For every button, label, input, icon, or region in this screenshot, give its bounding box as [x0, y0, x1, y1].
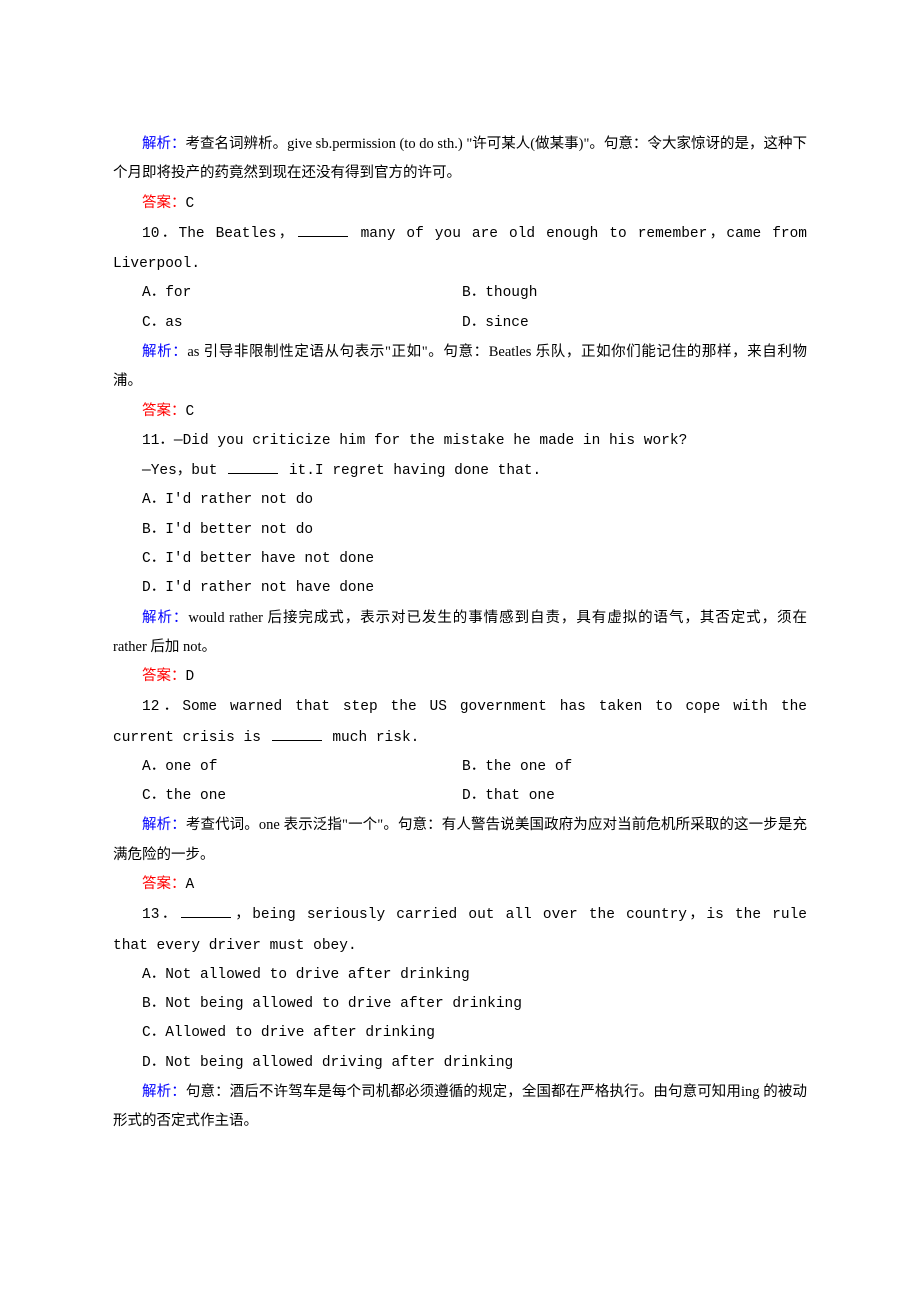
blank	[298, 221, 348, 237]
q13-opt-a: A．Not allowed to drive after drinking	[113, 961, 807, 990]
q9-answer-value: C	[186, 196, 195, 212]
q11-stem1: 11．—Did you criticize him for the mistak…	[113, 427, 807, 456]
q9-analysis: 解析：考查名词辨析。give sb.permission (to do sth.…	[113, 130, 807, 189]
q13-num: 13．	[142, 907, 179, 923]
q10-opt-c: C．as	[113, 309, 462, 338]
q9-answer: 答案：C	[113, 189, 807, 219]
q10-opt-b: B．though	[462, 279, 537, 308]
q10-analysis: 解析：as 引导非限制性定语从句表示"正如"。句意：Beatles 乐队，正如你…	[113, 338, 807, 397]
q11-opt-c: C．I'd better have not done	[113, 545, 807, 574]
q12-answer: 答案：A	[113, 870, 807, 900]
blank	[272, 725, 322, 741]
analysis-label: 解析：	[142, 817, 186, 833]
analysis-label: 解析：	[142, 344, 187, 360]
analysis-label: 解析：	[142, 136, 186, 152]
blank	[181, 903, 231, 919]
q12-opt-b: B．the one of	[462, 753, 572, 782]
q9-analysis-text: 考查名词辨析。give sb.permission (to do sth.) "…	[113, 136, 807, 181]
blank	[228, 459, 278, 475]
q10-opts-row2: C．as D．since	[113, 309, 807, 338]
q11-answer-value: D	[186, 669, 195, 685]
q13-analysis: 解析：句意：酒后不许驾车是每个司机都必须遵循的规定，全国都在严格执行。由句意可知…	[113, 1078, 807, 1137]
q10-opt-a: A．for	[113, 279, 462, 308]
q11-analysis-text: would rather 后接完成式，表示对已发生的事情感到自责，具有虚拟的语气…	[113, 610, 807, 655]
q11-opt-d: D．I'd rather not have done	[113, 574, 807, 603]
q10-analysis-text: as 引导非限制性定语从句表示"正如"。句意：Beatles 乐队，正如你们能记…	[113, 344, 807, 389]
q12-opt-c: C．the one	[113, 782, 462, 811]
q12-num: 12．	[142, 699, 182, 715]
q11-stem2: —Yes，but it.I regret having done that.	[113, 456, 807, 486]
q10-num: 10．	[142, 226, 179, 242]
answer-label: 答案：	[142, 668, 186, 684]
q12-answer-value: A	[186, 877, 195, 893]
analysis-label: 解析：	[142, 1084, 186, 1100]
q11-analysis: 解析：would rather 后接完成式，表示对已发生的事情感到自责，具有虚拟…	[113, 604, 807, 663]
q10-opts-row1: A．for B．though	[113, 279, 807, 308]
q11-num: 11．	[142, 433, 174, 449]
answer-label: 答案：	[142, 195, 186, 211]
q12-analysis-text: 考查代词。one 表示泛指"一个"。句意：有人警告说美国政府为应对当前危机所采取…	[113, 817, 807, 862]
q13-opt-d: D．Not being allowed driving after drinki…	[113, 1049, 807, 1078]
answer-label: 答案：	[142, 876, 186, 892]
q13-analysis-text: 句意：酒后不许驾车是每个司机都必须遵循的规定，全国都在严格执行。由句意可知用­i…	[113, 1084, 807, 1129]
q12-stem-b: much risk.	[324, 730, 420, 746]
q12-stem-a: Some warned that step the US government …	[113, 699, 807, 745]
document-page: 解析：考查名词辨析。give sb.permission (to do sth.…	[0, 0, 920, 1302]
answer-label: 答案：	[142, 403, 186, 419]
analysis-label: 解析：	[142, 610, 188, 626]
q12-analysis: 解析：考查代词。one 表示泛指"一个"。句意：有人警告说美国政府为应对当前危机…	[113, 811, 807, 870]
q12-opt-a: A．one of	[113, 753, 462, 782]
q11-stem2b: it.I regret having done that.	[280, 463, 541, 479]
q10-stem-a: The Beatles，	[179, 226, 296, 242]
q12-stem: 12．Some warned that step the US governme…	[113, 692, 807, 753]
q13-opt-b: B．Not being allowed to drive after drink…	[113, 990, 807, 1019]
q11-stem2a: —Yes，but	[142, 463, 226, 479]
q10-answer-value: C	[186, 404, 195, 420]
q12-opts-row2: C．the one D．that one	[113, 782, 807, 811]
q12-opt-d: D．that one	[462, 782, 555, 811]
q10-stem: 10．The Beatles， many of you are old enou…	[113, 219, 807, 280]
q12-opts-row1: A．one of B．the one of	[113, 753, 807, 782]
q13-opt-c: C．Allowed to drive after drinking	[113, 1019, 807, 1048]
q11-opt-b: B．I'd better not do	[113, 516, 807, 545]
q10-opt-d: D．since	[462, 309, 529, 338]
q11-answer: 答案：D	[113, 662, 807, 692]
q13-stem: 13．，being seriously carried out all over…	[113, 900, 807, 961]
q10-answer: 答案：C	[113, 397, 807, 427]
q11-stem1-text: —Did you criticize him for the mistake h…	[174, 433, 687, 449]
q11-opt-a: A．I'd rather not do	[113, 486, 807, 515]
